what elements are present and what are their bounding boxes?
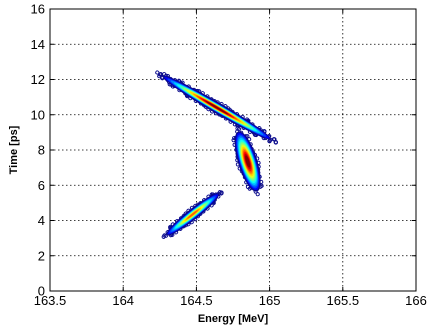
x-tick-label: 165.5	[327, 293, 360, 308]
cluster-edge-point	[162, 233, 167, 238]
cluster-edge-point	[162, 72, 167, 77]
cluster-edge-point	[247, 137, 252, 142]
x-tick-label: 165	[259, 293, 281, 308]
y-tick-label: 2	[38, 248, 45, 263]
cluster-edge-point	[256, 160, 261, 165]
y-tick-label: 10	[31, 107, 45, 122]
cluster-edge-point	[235, 162, 240, 167]
cluster-2	[155, 70, 278, 145]
y-tick-label: 12	[31, 72, 45, 87]
cluster-edge-point	[158, 72, 163, 77]
y-tick-labels: 0 2 4 6 8 10 12 14 16	[31, 2, 45, 299]
cluster-edge-point	[237, 127, 242, 132]
x-tick-label: 163.5	[34, 293, 67, 308]
plot-background	[50, 9, 416, 291]
x-tick-label: 164	[112, 293, 134, 308]
cluster-edge-point	[267, 139, 272, 144]
y-tick-label: 16	[31, 2, 45, 17]
grid-lines	[50, 9, 416, 291]
cluster-edge-point	[219, 191, 224, 196]
cluster-edge-point	[273, 140, 278, 145]
x-tick-label: 164.5	[180, 293, 213, 308]
y-tick-label: 4	[38, 213, 45, 228]
cluster-edge-point	[245, 184, 250, 189]
cluster-edge-point	[255, 156, 260, 161]
x-axis-label: Energy [MeV]	[198, 313, 269, 325]
cluster-edge-point	[259, 179, 264, 185]
y-tick-label: 6	[38, 178, 45, 193]
cluster-density-layer	[245, 155, 251, 168]
cluster-edge-point	[217, 190, 222, 195]
data-clusters	[155, 70, 278, 239]
x-tick-label: 166	[405, 293, 427, 308]
y-axis-label: Time [ps]	[8, 125, 20, 174]
x-tick-labels: 163.5 164 164.5 165 165.5 166	[34, 293, 427, 308]
cluster-density-layer	[205, 101, 228, 115]
y-tick-label: 8	[38, 143, 45, 158]
tick-marks	[49, 8, 417, 292]
cluster-1	[161, 190, 224, 239]
y-tick-label: 0	[38, 284, 45, 299]
cluster-density-layer	[187, 210, 199, 219]
cluster-edge-point	[160, 75, 165, 80]
cluster-edge-point	[271, 137, 276, 142]
cluster-edge-point	[155, 70, 160, 75]
y-tick-label: 14	[31, 37, 45, 52]
cluster-3	[231, 126, 264, 197]
cluster-edge-point	[237, 166, 242, 171]
